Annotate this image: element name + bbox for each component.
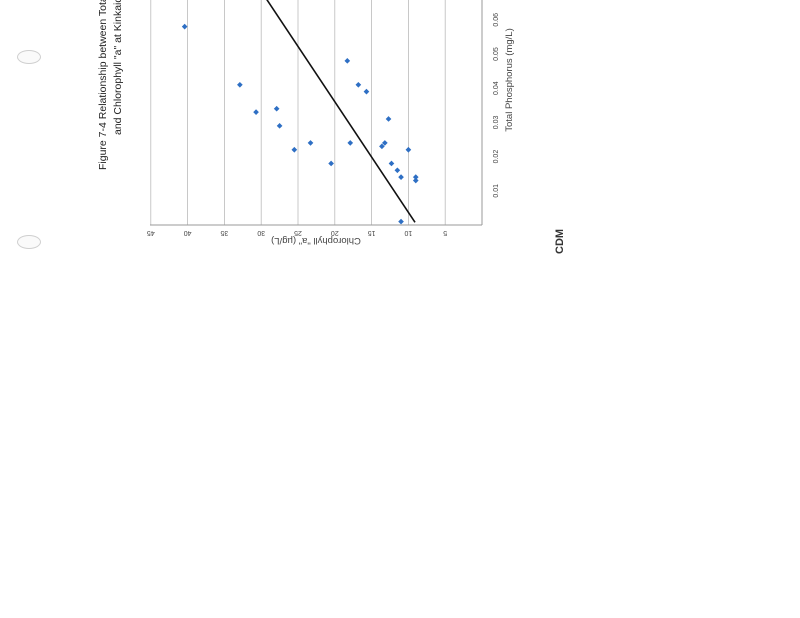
y-tick-label: 35 [220, 229, 228, 236]
data-point [412, 174, 419, 180]
data-point [237, 81, 243, 88]
figure-caption: Figure 7-4 Relationship between Total Ph… [97, 0, 124, 170]
data-point [253, 109, 259, 115]
y-tick-labels: 5 10 15 20 25 30 35 40 45 [147, 229, 447, 236]
y-tick-label: 5 [443, 229, 447, 236]
x-tick-label: 0.05 [493, 47, 500, 61]
data-point [363, 88, 370, 95]
data-point [385, 116, 392, 122]
y-tick-label: 30 [257, 229, 265, 236]
data-points [181, 23, 419, 225]
figure-caption-line2: and Chlorophyll "a" at Kinkaid Lake Stat… [112, 0, 124, 135]
binder-hole-top [17, 50, 41, 64]
binder-hole-bottom [17, 235, 41, 249]
x-tick-labels: 0.01 0.02 0.03 0.04 0.05 0.06 [493, 13, 500, 198]
data-point [347, 140, 354, 146]
data-point [328, 160, 334, 167]
data-point [291, 146, 298, 153]
y-tick-label: 40 [184, 229, 192, 236]
data-point [276, 122, 283, 129]
y-axis-label: Chlorophyll "a" (µg/L) [271, 235, 361, 246]
x-axis-label: Total Phosphorus (mg/L) [504, 28, 515, 132]
gridlines [150, 0, 446, 225]
x-tick-label: 0.04 [493, 81, 500, 95]
data-point [382, 140, 388, 146]
y-tick-label: 25 [294, 229, 302, 236]
data-point [273, 105, 280, 112]
y-tick-label: 10 [404, 229, 412, 236]
x-tick-label: 0.06 [493, 13, 500, 27]
x-tick-label: 0.01 [493, 184, 500, 198]
data-point [344, 58, 351, 64]
data-point [388, 160, 395, 167]
y-tick-label: 15 [368, 229, 376, 236]
data-point [398, 174, 404, 180]
x-tick-label: 0.02 [493, 150, 500, 164]
data-point [307, 140, 314, 146]
trendline [266, 0, 416, 223]
data-point [412, 177, 419, 184]
data-point [181, 23, 188, 30]
data-point [355, 81, 362, 88]
data-point [405, 146, 412, 153]
data-point [379, 143, 385, 150]
data-point [398, 218, 404, 225]
y-tick-label: 45 [147, 229, 155, 236]
y-tick-label: 20 [331, 229, 339, 236]
x-tick-label: 0.03 [493, 115, 500, 129]
data-point [394, 167, 401, 174]
figure-caption-line1: Figure 7-4 Relationship between Total Ph… [97, 0, 109, 170]
cdm-logo: CDM [554, 229, 566, 254]
